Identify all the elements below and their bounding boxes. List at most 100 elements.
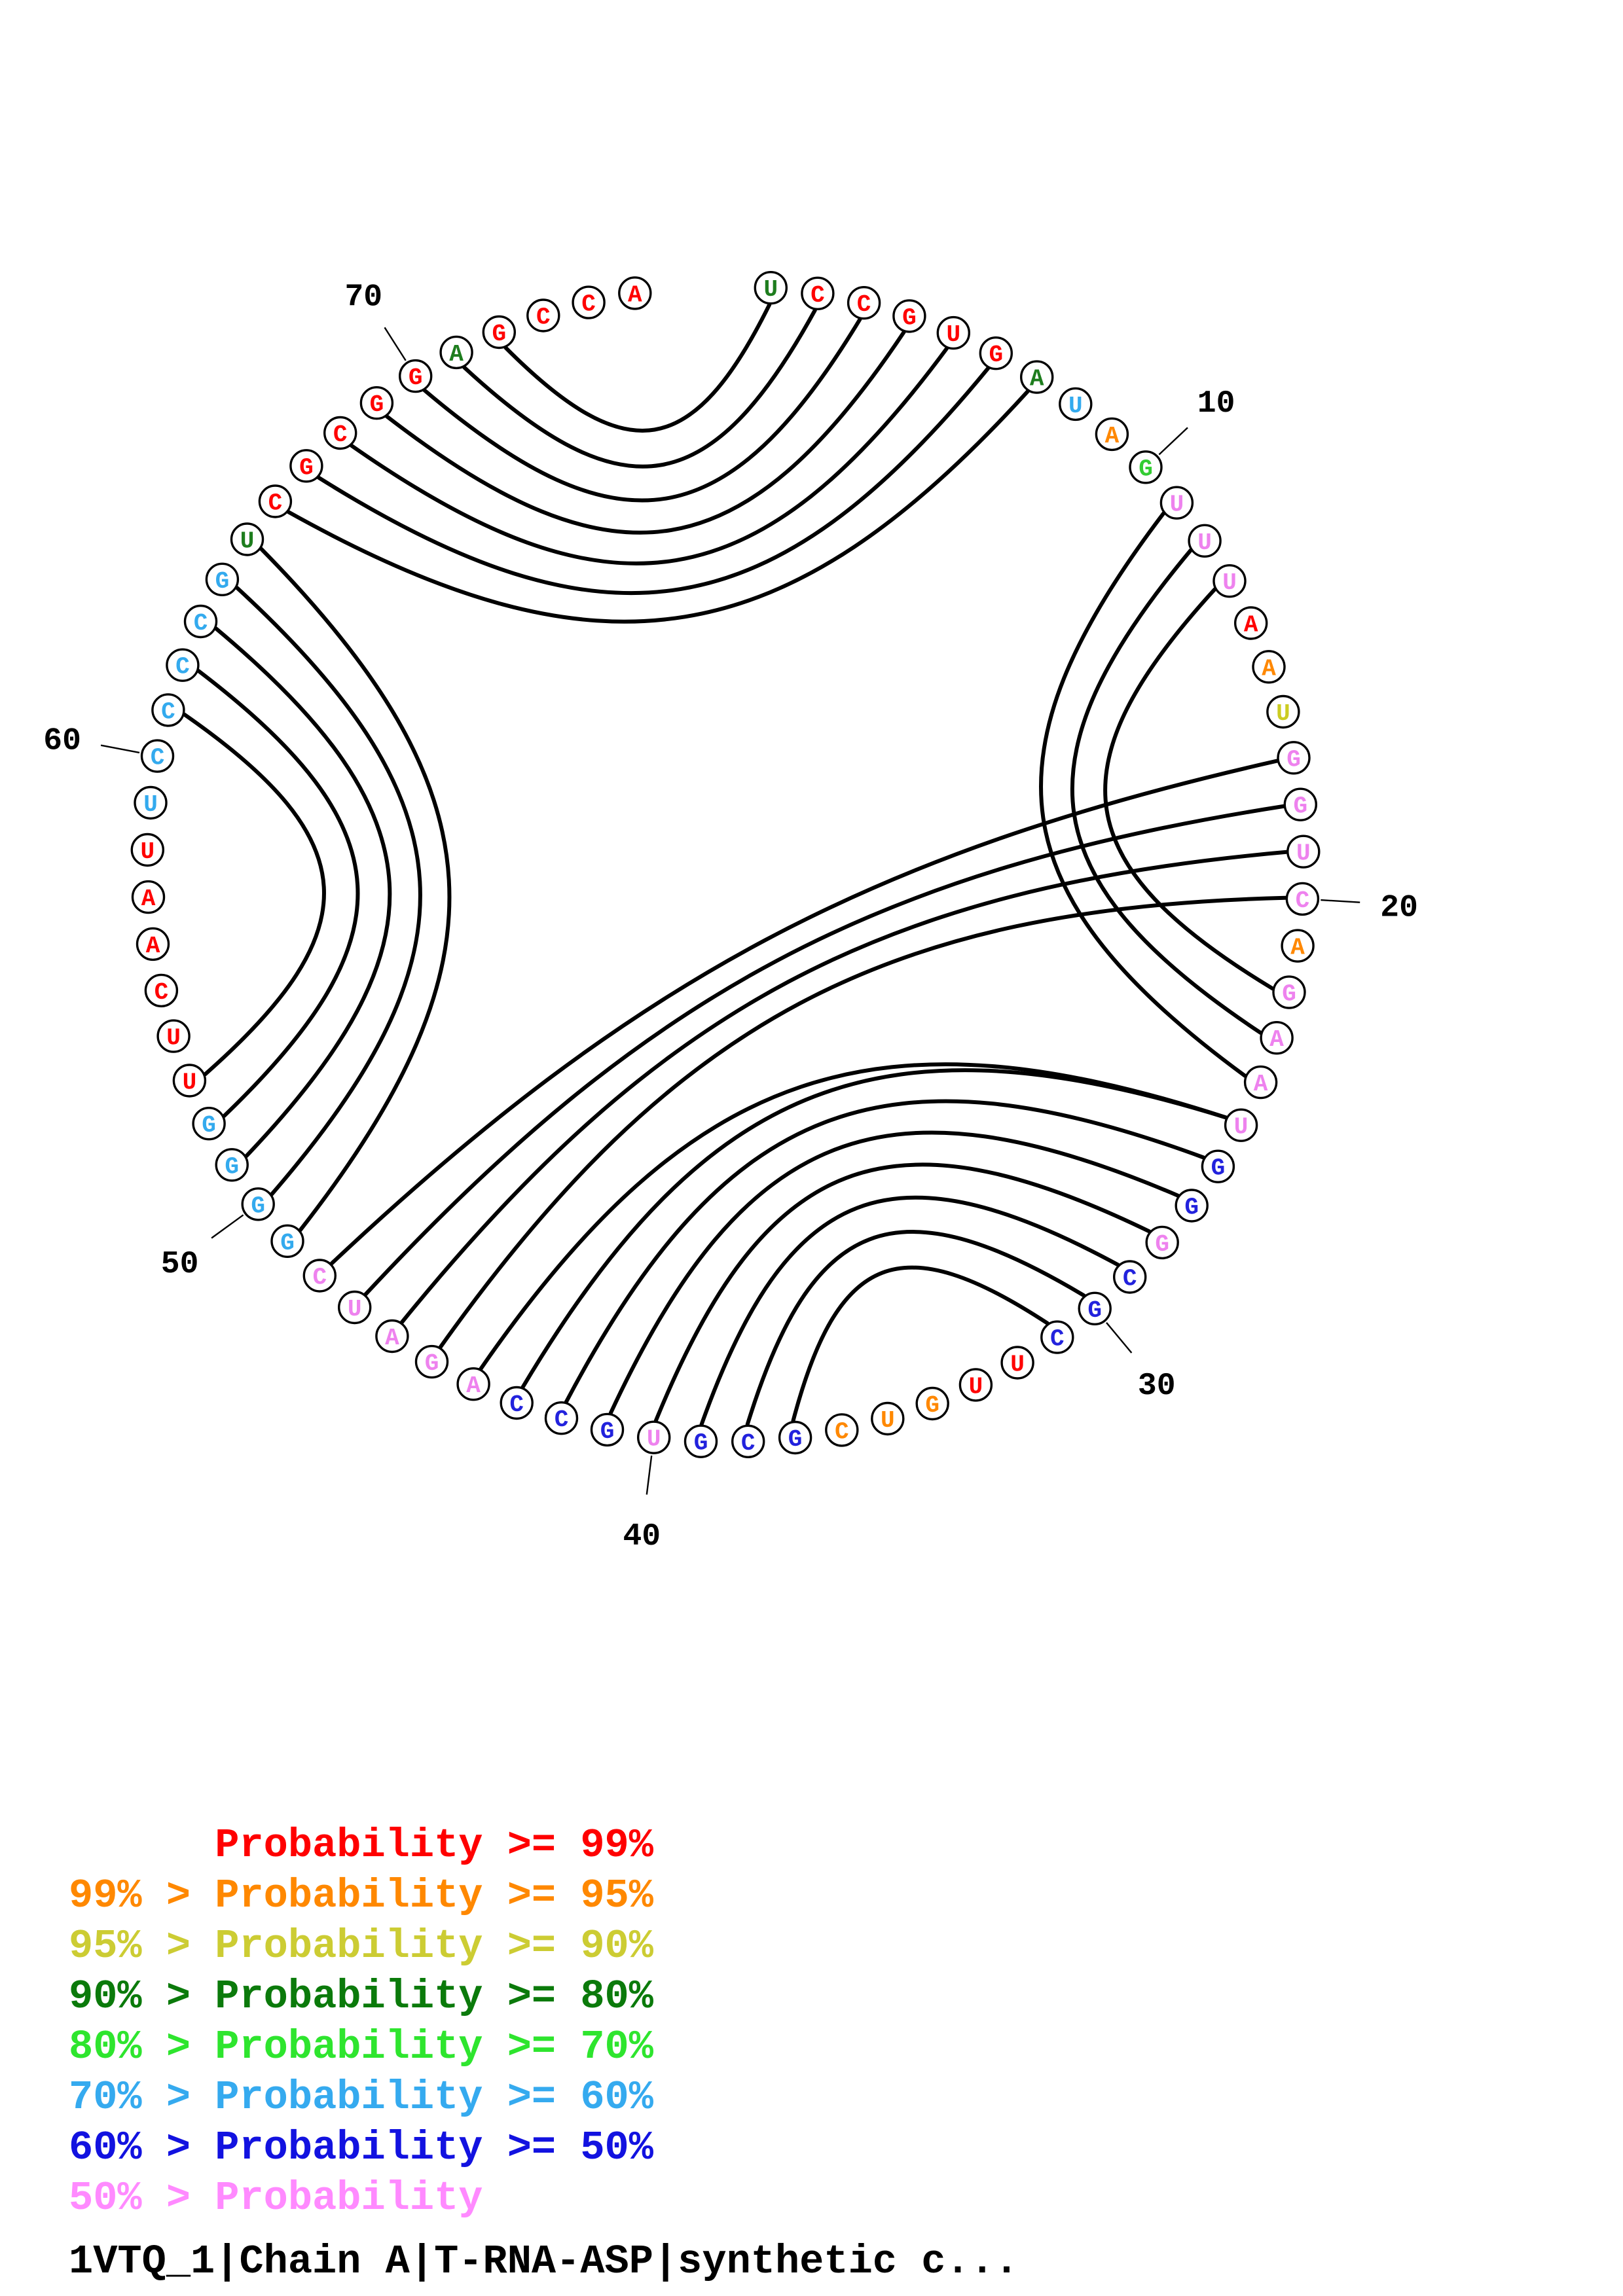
nucleotide-circle — [1040, 1320, 1074, 1354]
nucleotide-letter: C — [268, 490, 283, 517]
base-pair-arc — [608, 1130, 1180, 1415]
nucleotide: C — [302, 1259, 337, 1293]
nucleotide-letter: U — [1197, 529, 1212, 556]
nucleotide-letter: A — [628, 281, 642, 308]
base-pair-arc — [196, 669, 360, 1118]
base-pair-arc — [462, 308, 817, 469]
nucleotide-circle — [130, 833, 165, 867]
nucleotide-circle — [136, 927, 170, 961]
nucleotide: C — [140, 739, 175, 773]
nucleotide-letter: C — [555, 1407, 569, 1433]
nucleotide: G — [1175, 1189, 1209, 1223]
position-label-text: 10 — [1197, 386, 1235, 422]
nucleotide-letter: G — [1184, 1194, 1199, 1221]
nucleotide-circle — [754, 271, 788, 305]
nucleotide-letter: A — [449, 341, 464, 368]
nucleotide: U — [156, 1019, 191, 1053]
nucleotide-letter: G — [409, 365, 423, 391]
nucleotide-circle — [1266, 694, 1300, 729]
nucleotide-letter: U — [647, 1426, 661, 1453]
nucleotide: C — [801, 276, 835, 310]
nucleotide-letter: U — [240, 528, 255, 555]
nucleotide: U — [637, 1420, 671, 1454]
nucleotide-letter: G — [600, 1418, 615, 1445]
nucleotide-letter: G — [925, 1392, 939, 1419]
base-pair-arc — [259, 547, 452, 1232]
nucleotide: C — [526, 298, 560, 332]
nucleotide: A — [1252, 650, 1286, 684]
nucleotide-circle — [684, 1424, 718, 1458]
nucleotide-letter: U — [763, 276, 778, 303]
nucleotide: G — [1145, 1225, 1179, 1260]
nucleotide-circle — [456, 1367, 490, 1401]
nucleotide-letter: U — [969, 1373, 983, 1400]
base-pair-arc — [385, 330, 906, 535]
base-pair-arc — [564, 1099, 1206, 1404]
nucleotide-letter: G — [1286, 746, 1301, 773]
nucleotide-circle — [302, 1259, 337, 1293]
nucleotide-circle — [183, 604, 218, 639]
nucleotide: C — [500, 1386, 534, 1420]
nucleotide-circle — [323, 416, 357, 450]
nucleotide: U — [1213, 564, 1247, 598]
nucleotide: G — [270, 1224, 304, 1259]
nucleotide: G — [399, 359, 433, 393]
nucleotide: A — [618, 276, 652, 310]
position-labels: 10 20 30 40 50 60 70 — [43, 280, 1418, 1555]
nucleotide: C — [1112, 1260, 1147, 1294]
nucleotide-letter: G — [1211, 1155, 1226, 1182]
nucleotide-letter: G — [225, 1153, 239, 1180]
nucleotide: G — [289, 449, 323, 483]
nucleotide-circle — [414, 1344, 449, 1379]
nucleotide: C — [183, 604, 218, 639]
nucleotide-circle — [778, 1420, 812, 1455]
plot-title: 1VTQ_1|Chain A|T-RNA-ASP|synthetic c... — [69, 2238, 1019, 2285]
nucleotide-letter: A — [1290, 935, 1305, 961]
position-label-text: 20 — [1380, 890, 1418, 925]
legend-row-95: 99% > Probability >= 95% — [69, 1873, 654, 1919]
legend-row-70: 80% > Probability >= 70% — [69, 2024, 654, 2070]
nucleotide-circle — [1019, 360, 1054, 394]
position-label-line — [211, 1214, 244, 1239]
nucleotide-letter: C — [333, 422, 348, 448]
nucleotide-circle — [1059, 387, 1093, 422]
nucleotide: U — [1000, 1346, 1034, 1380]
base-pair-arc — [1103, 587, 1275, 991]
nucleotide-circle — [1277, 741, 1311, 775]
base-pair-arc — [653, 1162, 1152, 1423]
nucleotide-letter: C — [312, 1265, 327, 1291]
nucleotide: U — [172, 1064, 207, 1098]
nucleotide: C — [825, 1413, 859, 1447]
nucleotide: U — [936, 315, 971, 350]
nucleotide-letter: G — [202, 1112, 216, 1139]
nucleotide: G — [241, 1187, 275, 1221]
nucleotide-circle — [230, 522, 264, 556]
nucleotide-circle — [482, 315, 516, 350]
legend-row-99: Probability >= 99% — [69, 1822, 654, 1869]
nucleotide-circle — [359, 386, 394, 420]
base-pair-arc — [422, 317, 862, 503]
probability-legend: Probability >= 99% 99% > Probability >= … — [69, 1822, 654, 2221]
position-label-line — [384, 327, 407, 361]
nucleotide: U — [338, 1290, 372, 1325]
base-pair-arc — [791, 1265, 1049, 1423]
nucleotide-circle — [1000, 1346, 1034, 1380]
nucleotide-letter: C — [857, 291, 871, 318]
nucleotide-letter: G — [280, 1230, 295, 1257]
nucleotide-letter: C — [811, 282, 825, 309]
nucleotide-letter: U — [881, 1407, 895, 1434]
nucleotide-circle — [1283, 787, 1318, 821]
nucleotide: U — [230, 522, 264, 556]
nucleotide: C — [572, 285, 606, 319]
nucleotide: G — [590, 1412, 625, 1447]
nucleotide-circle — [526, 298, 560, 332]
nucleotide-letter: U — [1068, 393, 1083, 420]
base-pair-arc — [520, 1068, 1228, 1390]
nucleotide: C — [166, 648, 200, 682]
nucleotide: A — [456, 1367, 490, 1401]
nucleotide: U — [1188, 524, 1222, 558]
nucleotide-letter: A — [1105, 423, 1120, 450]
nucleotide: A — [1281, 929, 1315, 963]
nucleotide: A — [1233, 606, 1268, 640]
